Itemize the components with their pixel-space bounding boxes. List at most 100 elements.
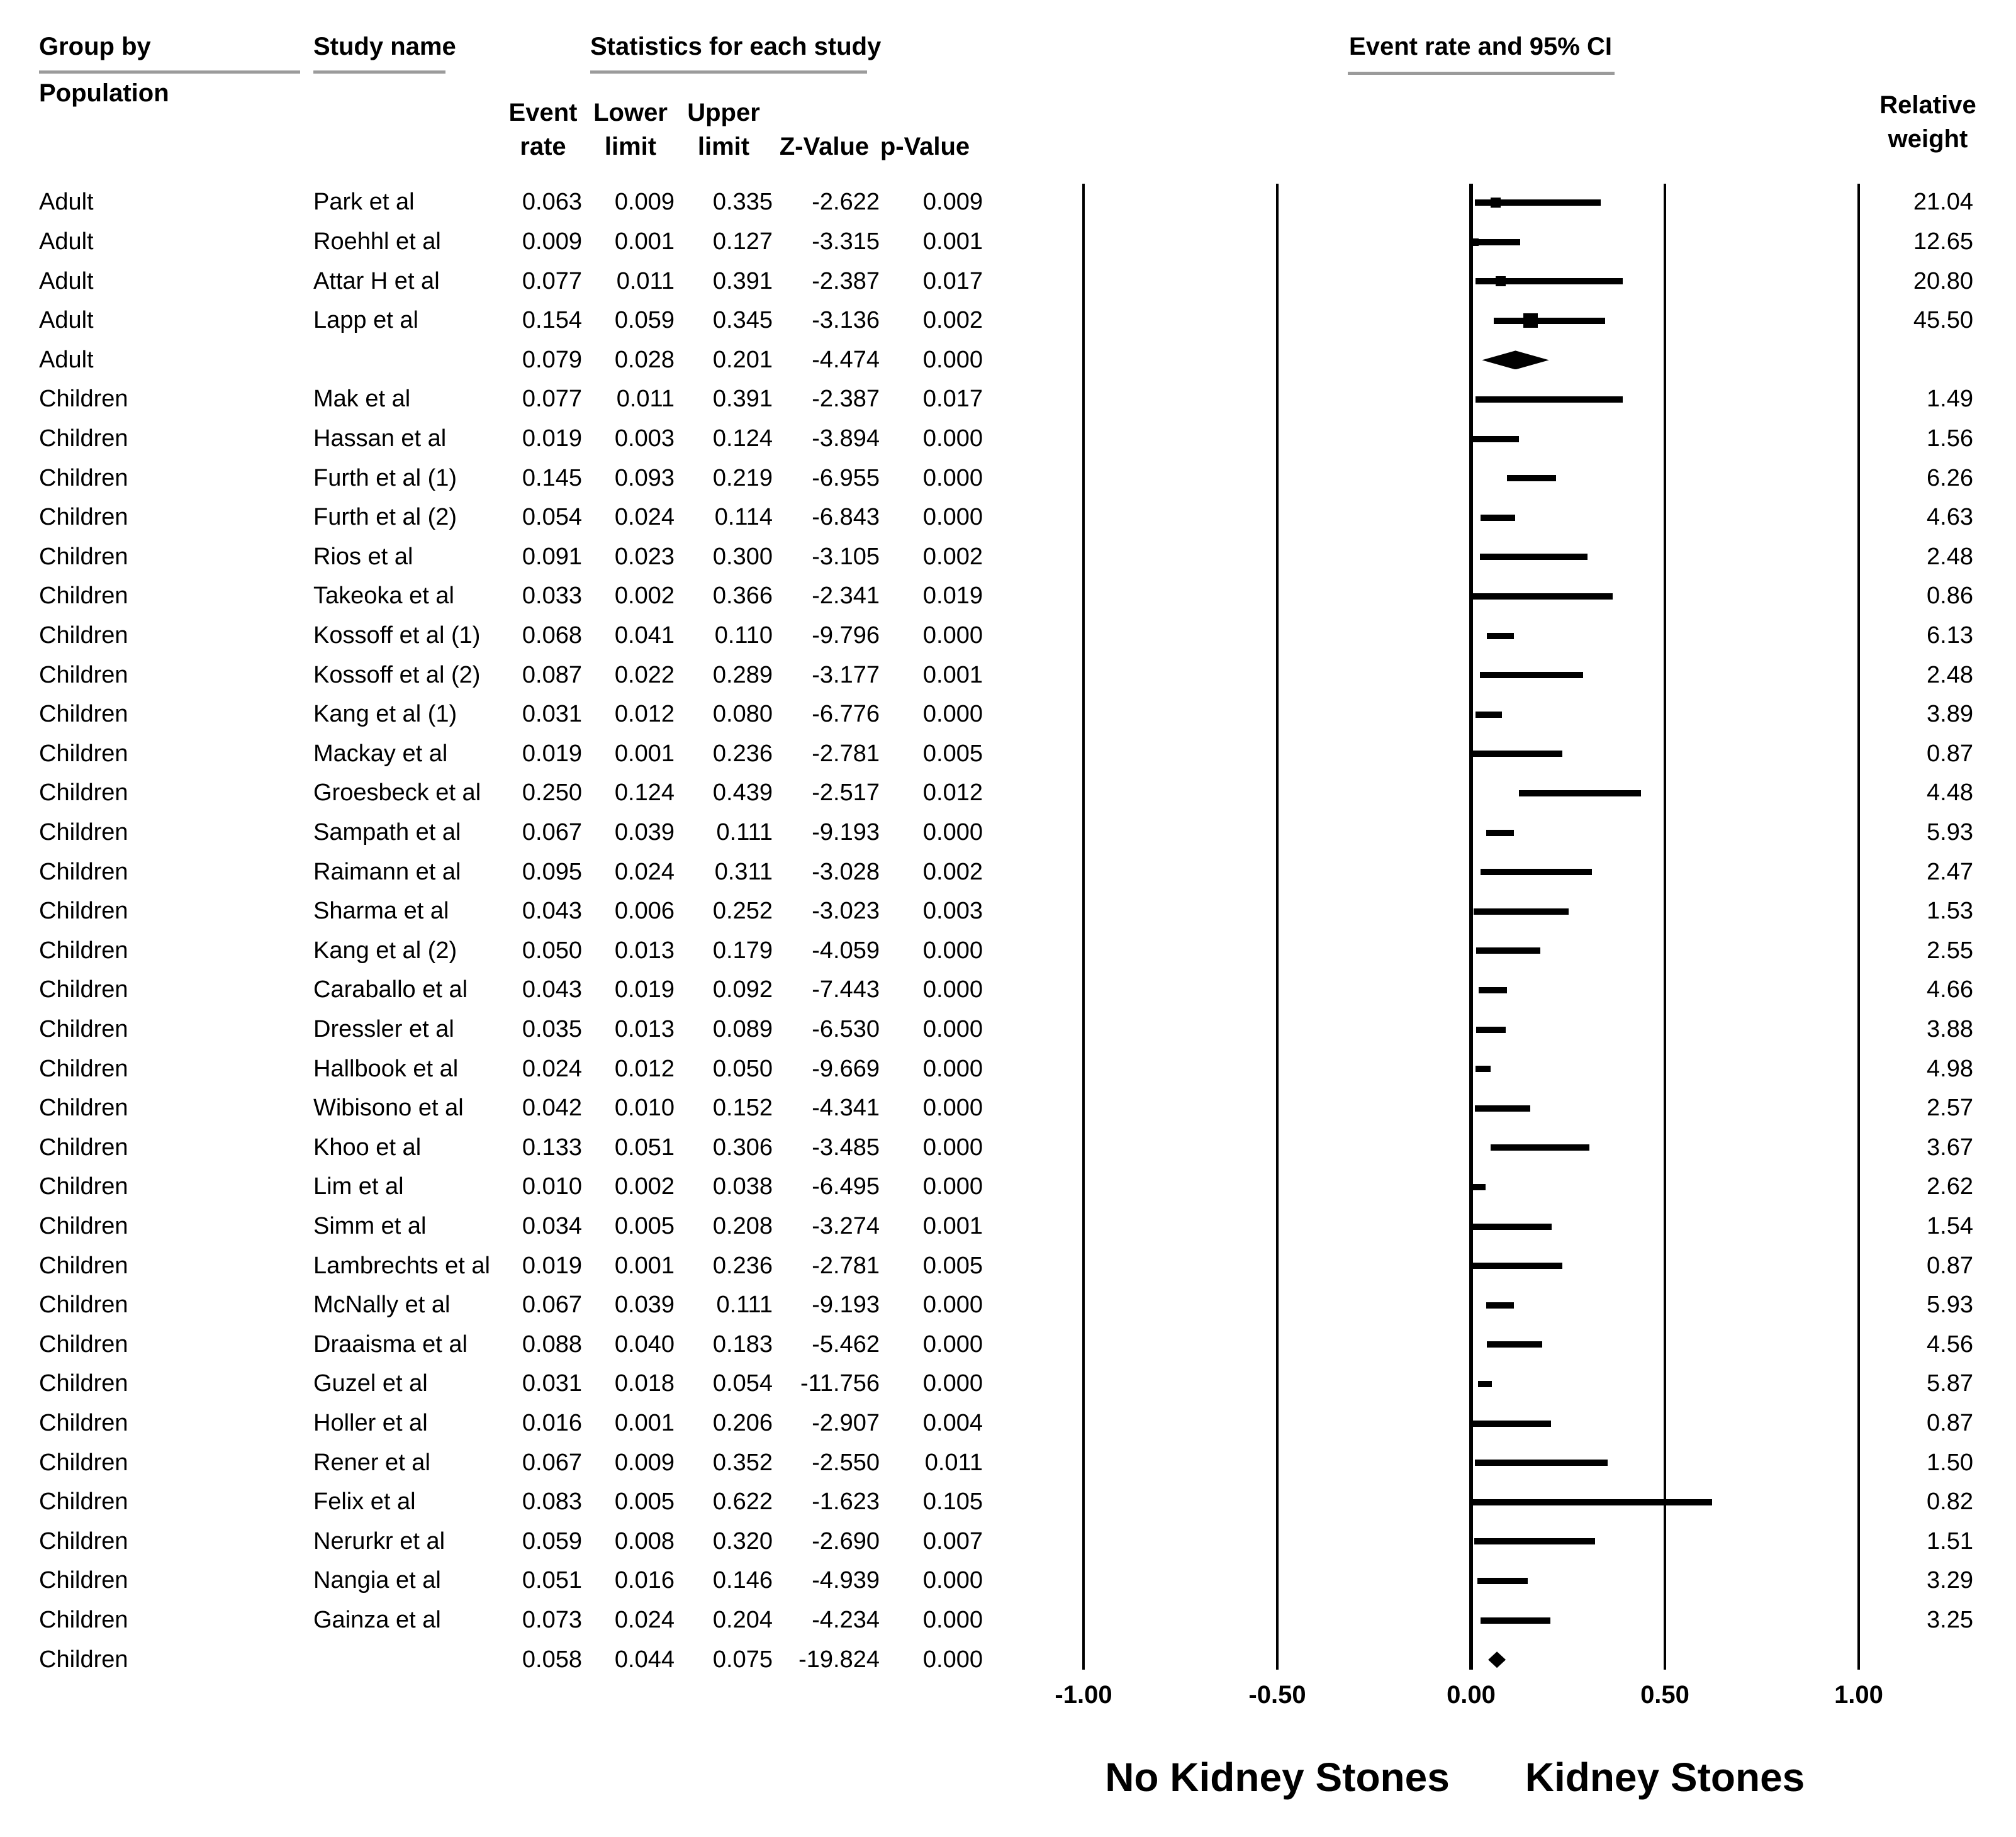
- event-rate-marker: [1477, 1066, 1483, 1072]
- lower-limit-cell: 0.023: [614, 543, 675, 570]
- event-rate-marker: [1506, 870, 1510, 874]
- lower-limit-cell: 0.008: [614, 1527, 675, 1555]
- upper-limit-cell: 0.038: [712, 1173, 773, 1200]
- p-value-cell: 0.000: [922, 1607, 983, 1634]
- upper-limit-cell: 0.124: [712, 425, 773, 452]
- relative-weight-cell: 12.65: [1913, 228, 1973, 255]
- ci-line: [1475, 1105, 1530, 1112]
- upper-limit-cell: 0.204: [712, 1607, 773, 1634]
- forest-row: Children Holler et al 0.016 0.001 0.206 -2.90…: [0, 1404, 2016, 1443]
- upper-limit-cell: 0.110: [714, 622, 773, 649]
- z-value-cell: -6.495: [812, 1173, 880, 1200]
- event-rate-ci-header: Event rate and 95% CI: [1349, 33, 1612, 60]
- relative-weight-cell: 6.26: [1927, 464, 1973, 491]
- upper-limit-cell: 0.206: [712, 1410, 773, 1437]
- event-rate-cell: 0.250: [522, 779, 582, 807]
- lower-limit-cell: 0.013: [614, 937, 675, 964]
- upper-limit-cell: 0.391: [712, 267, 773, 294]
- p-value-cell: 0.000: [922, 1646, 983, 1673]
- study-name-cell: Khoo et al: [313, 1134, 422, 1161]
- event-rate-marker: [1496, 276, 1506, 287]
- forest-row: Children Dressler et al 0.035 0.013 0.089 -6.…: [0, 1010, 2016, 1049]
- relative-weight-cell: 3.67: [1927, 1134, 1973, 1161]
- upper-limit-cell: 0.352: [712, 1449, 773, 1476]
- relative-weight-cell: 3.25: [1927, 1607, 1973, 1634]
- relative-weight-cell: 6.13: [1927, 622, 1973, 649]
- forest-row: Children Kossoff et al (2) 0.087 0.022 0.289…: [0, 656, 2016, 695]
- upper-limit-cell: 0.236: [712, 1252, 773, 1279]
- ci-line: [1474, 1538, 1596, 1545]
- z-value-cell: -3.028: [812, 858, 880, 885]
- forest-row: Children Takeoka et al 0.033 0.002 0.366 -2.3…: [0, 577, 2016, 617]
- event-rate-cell: 0.016: [522, 1410, 582, 1437]
- forest-row: Children Khoo et al 0.133 0.051 0.306 -3.485 0…: [0, 1128, 2016, 1168]
- study-name-cell: Rener et al: [313, 1449, 430, 1476]
- upper-limit-cell: 0.092: [712, 976, 773, 1003]
- study-name-cell: Simm et al: [313, 1213, 427, 1240]
- summary-diamond: [1488, 1651, 1506, 1668]
- study-name-cell: Sharma et al: [313, 898, 449, 925]
- z-value-cell: -9.193: [812, 819, 880, 846]
- upper-limit-cell: 0.366: [712, 583, 773, 610]
- p-value-cell: 0.000: [922, 701, 983, 728]
- forest-row: Children Raimann et al 0.095 0.024 0.311 -3.0…: [0, 852, 2016, 892]
- study-name-cell: Hassan et al: [313, 425, 447, 452]
- forest-row: Children Mackay et al 0.019 0.001 0.236 -2.78…: [0, 734, 2016, 774]
- upper-limit-cell: 0.219: [712, 464, 773, 491]
- lower-limit-cell: 0.028: [614, 346, 675, 373]
- event-rate-marker: [1495, 1461, 1499, 1465]
- upper-limit-cell: 0.080: [712, 701, 773, 728]
- group-cell: Children: [39, 779, 128, 807]
- study-name-cell: Lim et al: [313, 1173, 404, 1200]
- event-rate-cell: 0.019: [522, 740, 582, 767]
- forest-row: Children Hallbook et al 0.024 0.012 0.050 -9.…: [0, 1049, 2016, 1089]
- forest-row: Adult Lapp et al 0.154 0.059 0.345 -3.136 0.00…: [0, 301, 2016, 341]
- z-value-cell: -9.669: [812, 1055, 880, 1082]
- p-value-cell: 0.105: [922, 1488, 983, 1516]
- group-by-header: Group by: [39, 33, 151, 60]
- x-axis-tick-label: 0.00: [1447, 1681, 1496, 1709]
- event-rate-marker: [1482, 1027, 1487, 1032]
- p-value-cell: 0.000: [922, 937, 983, 964]
- z-value-cell: -2.781: [812, 1252, 880, 1279]
- forest-row: Children Guzel et al 0.031 0.018 0.054 -11.75…: [0, 1365, 2016, 1404]
- ci-line: [1480, 554, 1588, 561]
- upper-limit-subheader-line2: limit: [697, 133, 750, 160]
- axis-gridline: [1276, 184, 1279, 1670]
- z-value-cell: -3.023: [812, 898, 880, 925]
- study-name-cell: Caraballo et al: [313, 976, 468, 1003]
- x-axis-tick-label: -1.00: [1055, 1681, 1112, 1709]
- lower-limit-cell: 0.009: [614, 189, 675, 216]
- event-rate-marker: [1497, 1618, 1501, 1622]
- event-rate-cell: 0.058: [522, 1646, 582, 1673]
- event-rate-cell: 0.088: [522, 1331, 582, 1358]
- group-cell: Children: [39, 1331, 128, 1358]
- p-value-cell: 0.000: [922, 1055, 983, 1082]
- study-name-cell: Kossoff et al (2): [313, 661, 481, 688]
- relative-weight-cell: 3.89: [1927, 701, 1973, 728]
- study-name-cell: Mackay et al: [313, 740, 448, 767]
- z-value-cell: -3.105: [812, 543, 880, 570]
- lower-limit-subheader-line2: limit: [604, 133, 657, 160]
- relative-weight-cell: 0.87: [1927, 1252, 1973, 1279]
- event-rate-cell: 0.035: [522, 1016, 582, 1043]
- z-value-cell: -9.193: [812, 1292, 880, 1319]
- group-cell: Children: [39, 1095, 128, 1122]
- group-cell: Children: [39, 543, 128, 570]
- upper-limit-cell: 0.311: [714, 858, 773, 885]
- study-name-cell: Nangia et al: [313, 1567, 441, 1594]
- event-rate-marker: [1524, 475, 1530, 481]
- forest-row: Children Felix et al 0.083 0.005 0.622 -1.623…: [0, 1483, 2016, 1522]
- relative-weight-cell: 1.50: [1927, 1449, 1973, 1476]
- event-rate-cell: 0.043: [522, 898, 582, 925]
- upper-limit-cell: 0.289: [712, 661, 773, 688]
- z-value-cell: -3.177: [812, 661, 880, 688]
- statistics-header: Statistics for each study: [590, 33, 882, 60]
- lower-limit-cell: 0.124: [614, 779, 675, 807]
- upper-limit-cell: 0.089: [712, 1016, 773, 1043]
- event-rate-marker: [1481, 712, 1486, 717]
- forest-summary-row: Adult 0.079 0.028 0.201 -4.474 0.000: [0, 340, 2016, 380]
- p-value-cell: 0.005: [922, 1252, 983, 1279]
- event-rate-cell: 0.009: [522, 228, 582, 255]
